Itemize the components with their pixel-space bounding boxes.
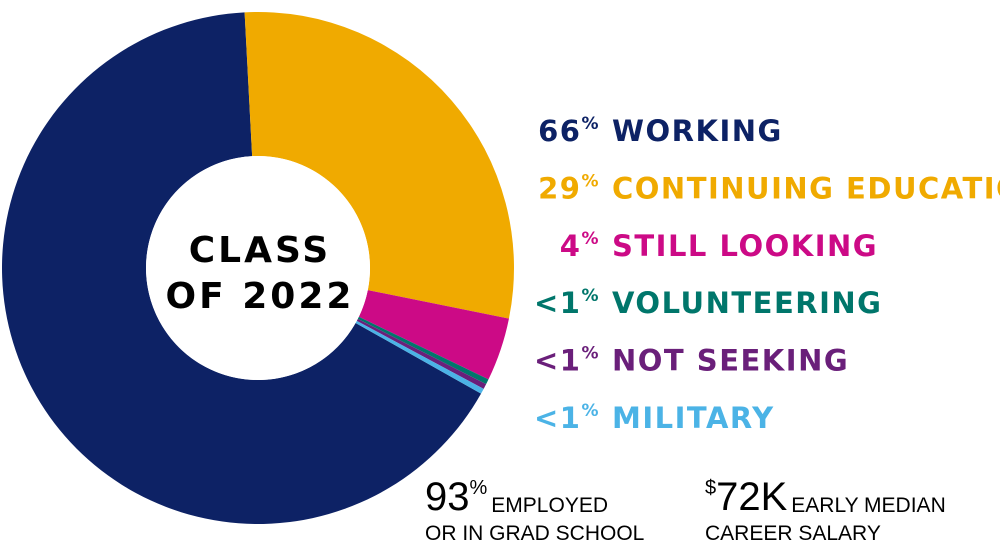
value-label: <1 [534, 344, 581, 378]
stat-number: 93 [425, 475, 470, 519]
value-label: 29 [538, 171, 581, 205]
legend-label: STILL LOOKING [612, 229, 878, 263]
slice [1, 12, 482, 525]
value-label: <1 [534, 401, 581, 435]
stat-suffix: % [470, 477, 488, 499]
value-label: 66 [538, 114, 581, 148]
legend-label: WORKING [612, 114, 783, 148]
legend-label: CONTINUING EDUCATION [612, 171, 1000, 205]
center-title: OF 2022 [166, 276, 355, 317]
legend-value: <1% [534, 286, 600, 320]
legend-value: 29% [538, 171, 600, 205]
legend-value: <1% [534, 401, 600, 435]
legend-value: <1% [534, 344, 600, 378]
unit: % [581, 286, 600, 306]
legend-label: VOLUNTEERING [612, 286, 882, 320]
slice [356, 318, 487, 389]
unit: % [581, 171, 600, 191]
value-label: 4 [560, 229, 582, 263]
center-title: CLASS [189, 230, 331, 271]
value-label: <1 [534, 286, 581, 320]
stat-prefix: $ [705, 477, 716, 499]
slice [357, 316, 489, 385]
legend-value: 66% [538, 114, 600, 148]
slice [358, 290, 509, 380]
unit: % [581, 401, 600, 421]
slice [244, 11, 514, 319]
donut-hole [146, 156, 370, 380]
unit: % [581, 229, 600, 249]
stat-line: OR IN GRAD SCHOOL [425, 522, 644, 545]
stat-figure: 93% [425, 475, 488, 519]
legend-label: NOT SEEKING [612, 344, 849, 378]
slice [355, 320, 484, 394]
stat-figure: $72K [705, 475, 788, 519]
stat-line: CAREER SALARY [705, 522, 881, 545]
stat-number: 72K [716, 475, 787, 519]
stat-line: EARLY MEDIAN [791, 494, 945, 517]
legend-value: 4% [560, 229, 600, 263]
legend-label: MILITARY [612, 401, 775, 435]
stat-line: EMPLOYED [491, 494, 608, 517]
unit: % [581, 114, 600, 134]
unit: % [581, 344, 600, 364]
